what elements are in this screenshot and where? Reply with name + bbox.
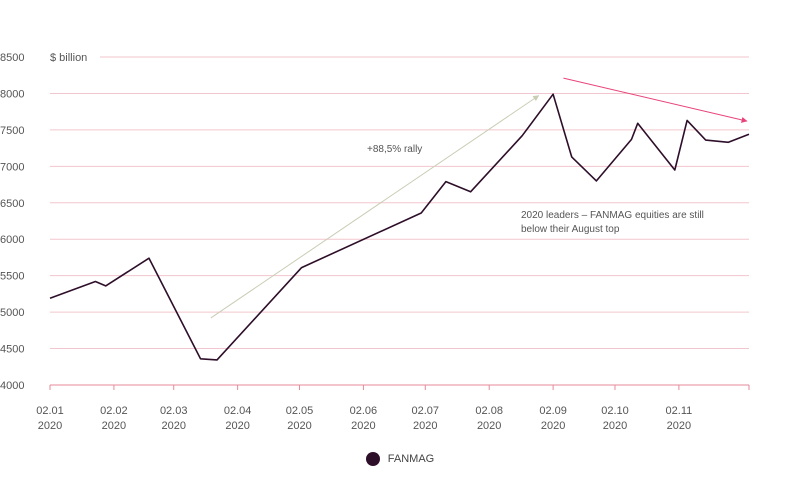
y-tick-label: 4000 xyxy=(0,380,24,392)
x-tick-label: 02.05 xyxy=(286,405,314,417)
y-tick-label: 5000 xyxy=(0,307,24,319)
decline-arrow xyxy=(563,77,748,123)
x-tick-year-label: 2020 xyxy=(287,420,311,432)
legend-label: FANMAG xyxy=(387,453,435,465)
x-tick-label: 02.02 xyxy=(100,405,128,417)
leaders-annotation-line1: 2020 leaders – FANMAG equities are still xyxy=(521,210,704,221)
y-tick-label: 5500 xyxy=(0,271,24,283)
x-tick-year-label: 2020 xyxy=(667,420,691,432)
x-tick-year-label: 2020 xyxy=(38,420,62,432)
y-tick-label: 8000 xyxy=(0,88,24,100)
x-tick-year-label: 2020 xyxy=(413,420,437,432)
rally-annotation: +88,5% rally xyxy=(367,144,422,155)
trend-arrows xyxy=(210,77,748,319)
rally-arrow xyxy=(210,95,540,319)
x-tick-label: 02.04 xyxy=(224,405,252,417)
x-tick-label: 02.03 xyxy=(160,405,188,417)
y-tick-label: 7000 xyxy=(0,161,24,173)
series-lines xyxy=(49,93,750,361)
x-tick-year-label: 2020 xyxy=(225,420,249,432)
y-tick-label: 6000 xyxy=(0,234,24,246)
leaders-annotation-line2: below their August top xyxy=(521,224,620,235)
legend-item-fanmag: FANMAG xyxy=(365,452,435,466)
x-tick-label: 02.06 xyxy=(350,405,378,417)
y-tick-label: 7500 xyxy=(0,125,24,137)
grid-lines xyxy=(50,56,749,350)
x-tick-label: 02.10 xyxy=(601,405,629,417)
x-axis: 02.01 2020 02.02 2020 02.03 2020 02.04 2020 02.0… xyxy=(36,384,750,432)
x-tick-label: 02.09 xyxy=(539,405,567,417)
x-tick-year-label: 2020 xyxy=(351,420,375,432)
x-tick-label: 02.08 xyxy=(475,405,503,417)
x-tick-label: 02.01 xyxy=(36,405,64,417)
x-tick-label: 02.07 xyxy=(412,405,440,417)
x-tick-year-label: 2020 xyxy=(477,420,501,432)
y-axis: 4000 4500 5000 5500 6000 6500 7000 7500 8000 8500 xyxy=(0,52,24,392)
x-tick-year-label: 2020 xyxy=(102,420,126,432)
x-tick-label: 02.11 xyxy=(666,405,693,417)
y-tick-label: 4500 xyxy=(0,344,24,356)
y-axis-unit-label: $ billion xyxy=(50,52,87,64)
y-tick-label: 6500 xyxy=(0,198,24,210)
series-line-fanmag xyxy=(49,93,750,361)
y-tick-label: 8500 xyxy=(0,52,24,64)
x-tick-year-label: 2020 xyxy=(161,420,185,432)
x-tick-year-label: 2020 xyxy=(541,420,565,432)
x-tick-year-label: 2020 xyxy=(603,420,627,432)
legend-swatch xyxy=(365,452,380,466)
legend: FANMAG xyxy=(0,452,800,469)
